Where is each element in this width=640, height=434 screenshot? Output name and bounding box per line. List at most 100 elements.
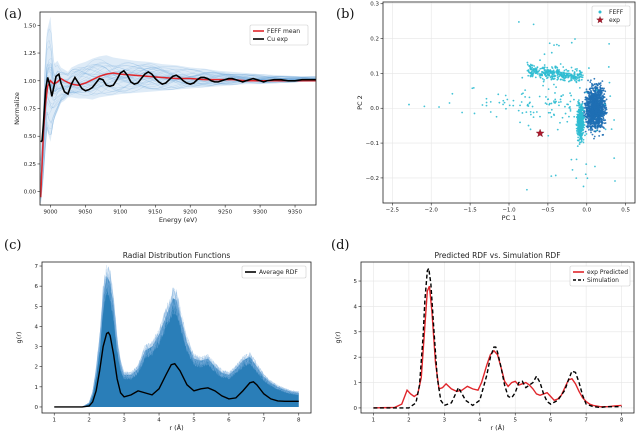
- feff-point: [551, 70, 553, 73]
- feff-point: [577, 139, 580, 142]
- cu-exp-line: [40, 69, 316, 143]
- feff-point: [539, 76, 542, 79]
- feff-point: [544, 73, 546, 75]
- feff-point: [558, 75, 561, 78]
- simulated-rdf: [82, 267, 299, 408]
- feff-point: [485, 101, 488, 104]
- y-tick-label: −0.2: [366, 176, 379, 182]
- feff-point: [550, 75, 552, 78]
- feff-point: [559, 100, 562, 103]
- feff-point: [578, 125, 581, 127]
- feff-point: [569, 75, 572, 77]
- feff-point: [601, 90, 603, 92]
- feff-point: [580, 127, 583, 129]
- feff-point: [528, 102, 531, 105]
- feff-point: [579, 71, 582, 74]
- feff-point: [526, 61, 529, 64]
- feff-point: [531, 66, 534, 69]
- feff-point: [559, 63, 562, 65]
- feff-point: [597, 97, 600, 100]
- feff-point: [575, 158, 578, 161]
- feff-point: [595, 129, 598, 132]
- feff-point: [574, 68, 577, 71]
- feff-point: [563, 74, 566, 77]
- feff-point: [597, 94, 600, 97]
- feff-point: [473, 112, 476, 115]
- feff-point: [580, 78, 583, 81]
- feff-point: [505, 107, 507, 110]
- feff-point: [593, 77, 596, 80]
- feff-point: [541, 74, 544, 77]
- feff-point: [555, 86, 557, 89]
- feff-point: [589, 87, 592, 90]
- x-tick-label: 0.5: [621, 208, 630, 214]
- simulated-rdf: [82, 268, 299, 408]
- feff-point: [562, 71, 564, 74]
- feff-point: [589, 119, 592, 121]
- feff-point: [508, 104, 511, 107]
- y-tick-label: 1: [354, 381, 358, 387]
- feff-point: [596, 100, 599, 103]
- y-tick-label: 0.0: [370, 106, 379, 112]
- plot-frame: [41, 261, 312, 414]
- feff-point: [582, 141, 585, 144]
- feff-point: [602, 95, 605, 98]
- feff-point: [578, 114, 581, 117]
- feff-point: [562, 76, 564, 79]
- feff-point: [593, 90, 596, 93]
- feff-point: [594, 127, 597, 130]
- feff-point: [489, 111, 492, 113]
- feff-point: [600, 99, 603, 101]
- feff-point: [545, 96, 547, 98]
- feff-point: [589, 81, 592, 83]
- feff-point: [566, 120, 569, 123]
- feff-point: [594, 119, 597, 121]
- x-tick-label: 8: [620, 418, 624, 424]
- feff-point: [554, 75, 557, 77]
- feff-point: [600, 121, 602, 124]
- feff-point: [585, 118, 587, 121]
- feff-point: [592, 105, 595, 108]
- feff-point: [550, 108, 553, 111]
- feff-point: [524, 89, 527, 92]
- rdf-band: [54, 276, 299, 407]
- feff-point: [580, 115, 583, 118]
- simulated-spectrum: [40, 68, 316, 179]
- feff-point: [590, 92, 593, 95]
- feff-point: [538, 95, 541, 98]
- feff-point: [609, 95, 612, 97]
- feff-point: [587, 114, 589, 117]
- feff-point: [520, 101, 523, 103]
- feff-point: [558, 44, 560, 47]
- feff-point: [534, 76, 537, 79]
- feff-point: [575, 80, 578, 83]
- feff-point: [527, 105, 530, 107]
- legend-label: FEFF mean: [267, 28, 300, 35]
- feff-point: [604, 107, 606, 110]
- feff-point: [543, 79, 545, 81]
- simulated-rdf: [82, 281, 299, 408]
- feff-point: [572, 75, 575, 78]
- chart-title: Radial Distribution Functions: [123, 251, 231, 260]
- feff-point: [585, 106, 588, 109]
- feff-point: [593, 137, 595, 140]
- feff-point: [547, 73, 550, 76]
- feff-point: [589, 113, 592, 116]
- feff-point: [570, 41, 573, 44]
- feff-point: [517, 109, 520, 112]
- feff-point: [577, 104, 580, 107]
- feff-point: [600, 100, 603, 103]
- feff-point: [591, 118, 594, 121]
- x-tick-label: 3: [443, 418, 447, 424]
- feff-point: [579, 118, 582, 120]
- x-axis-label: Energy (eV): [159, 216, 197, 224]
- feff-point: [543, 68, 546, 71]
- feff-point: [594, 85, 597, 88]
- feff-point: [604, 109, 607, 112]
- simulated-rdf: [82, 273, 299, 408]
- feff-point: [532, 69, 535, 71]
- plot-area: [54, 265, 299, 408]
- feff-point: [582, 131, 585, 134]
- feff-point: [606, 111, 608, 114]
